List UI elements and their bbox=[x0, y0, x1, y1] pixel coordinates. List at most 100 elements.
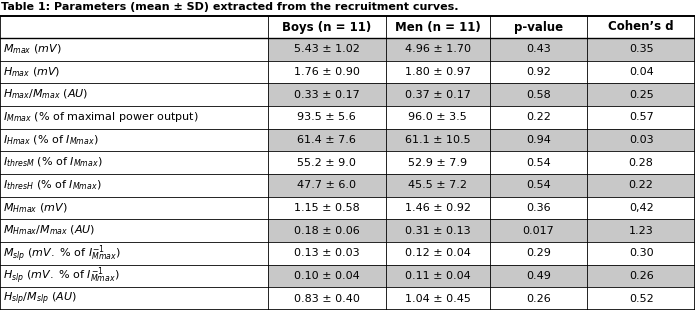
Text: 0.22: 0.22 bbox=[629, 180, 653, 190]
Bar bbox=[587, 242, 695, 265]
Text: 0.54: 0.54 bbox=[526, 158, 551, 168]
Bar bbox=[268, 83, 386, 106]
Text: $H_{max}/M_{max}$ $(AU)$: $H_{max}/M_{max}$ $(AU)$ bbox=[3, 88, 88, 101]
Text: 0.28: 0.28 bbox=[629, 158, 653, 168]
Bar bbox=[490, 83, 587, 106]
Text: 0.49: 0.49 bbox=[526, 271, 551, 281]
Text: $I_{thresM}$ $(\%\ \mathrm{of}\ I_{Mmax})$: $I_{thresM}$ $(\%\ \mathrm{of}\ I_{Mmax}… bbox=[3, 156, 102, 170]
Text: 52.9 ± 7.9: 52.9 ± 7.9 bbox=[408, 158, 468, 168]
Bar bbox=[386, 16, 490, 38]
Text: 61.1 ± 10.5: 61.1 ± 10.5 bbox=[405, 135, 471, 145]
Bar bbox=[268, 129, 386, 151]
Text: 0.33 ± 0.17: 0.33 ± 0.17 bbox=[294, 90, 359, 100]
Text: Boys (n = 11): Boys (n = 11) bbox=[282, 20, 371, 33]
Text: 0.43: 0.43 bbox=[526, 44, 551, 54]
Text: 0.25: 0.25 bbox=[629, 90, 653, 100]
Text: Table 1: Parameters (mean ± SD) extracted from the recruitment curves.: Table 1: Parameters (mean ± SD) extracte… bbox=[1, 2, 459, 12]
Bar bbox=[490, 197, 587, 219]
Bar bbox=[0, 265, 268, 287]
Bar bbox=[490, 265, 587, 287]
Text: 0.11 ± 0.04: 0.11 ± 0.04 bbox=[405, 271, 471, 281]
Bar bbox=[386, 174, 490, 197]
Text: p-value: p-value bbox=[514, 20, 563, 33]
Text: 0.31 ± 0.13: 0.31 ± 0.13 bbox=[405, 226, 471, 236]
Bar bbox=[587, 129, 695, 151]
Text: $H_{slp}$ $(mV.\ \%\ \mathrm{of}\ I_{Mmax}^{-1})$: $H_{slp}$ $(mV.\ \%\ \mathrm{of}\ I_{Mma… bbox=[3, 265, 120, 286]
Bar bbox=[0, 38, 268, 61]
Text: 61.4 ± 7.6: 61.4 ± 7.6 bbox=[297, 135, 356, 145]
Bar bbox=[386, 242, 490, 265]
Text: $M_{slp}$ $(mV.\ \%\ \mathrm{of}\ I_{Mmax}^{-1})$: $M_{slp}$ $(mV.\ \%\ \mathrm{of}\ I_{Mma… bbox=[3, 243, 121, 264]
Text: 0.12 ± 0.04: 0.12 ± 0.04 bbox=[405, 248, 471, 258]
Text: $H_{slp}/M_{slp}$ $(AU)$: $H_{slp}/M_{slp}$ $(AU)$ bbox=[3, 290, 76, 307]
Text: 45.5 ± 7.2: 45.5 ± 7.2 bbox=[409, 180, 467, 190]
Bar bbox=[490, 106, 587, 129]
Bar bbox=[0, 219, 268, 242]
Text: Cohen’s d: Cohen’s d bbox=[608, 20, 674, 33]
Text: 0.94: 0.94 bbox=[526, 135, 551, 145]
Text: 0.017: 0.017 bbox=[523, 226, 555, 236]
Bar bbox=[490, 287, 587, 310]
Bar bbox=[0, 129, 268, 151]
Text: Men (n = 11): Men (n = 11) bbox=[395, 20, 481, 33]
Text: 93.5 ± 5.6: 93.5 ± 5.6 bbox=[297, 112, 356, 122]
Bar bbox=[0, 151, 268, 174]
Bar bbox=[0, 61, 268, 83]
Bar bbox=[386, 83, 490, 106]
Text: $I_{Mmax}$ $(\%\ \mathrm{of\ maximal\ power\ output})$: $I_{Mmax}$ $(\%\ \mathrm{of\ maximal\ po… bbox=[3, 110, 198, 124]
Bar bbox=[587, 287, 695, 310]
Bar bbox=[490, 151, 587, 174]
Bar bbox=[0, 197, 268, 219]
Text: 0.18 ± 0.06: 0.18 ± 0.06 bbox=[294, 226, 359, 236]
Text: 0.22: 0.22 bbox=[526, 112, 551, 122]
Text: $H_{max}$ $(mV)$: $H_{max}$ $(mV)$ bbox=[3, 65, 60, 79]
Text: 4.96 ± 1.70: 4.96 ± 1.70 bbox=[405, 44, 471, 54]
Bar bbox=[386, 265, 490, 287]
Bar bbox=[0, 287, 268, 310]
Bar bbox=[587, 197, 695, 219]
Bar bbox=[386, 129, 490, 151]
Bar bbox=[0, 16, 268, 38]
Bar bbox=[587, 38, 695, 61]
Bar bbox=[587, 106, 695, 129]
Text: 1.46 ± 0.92: 1.46 ± 0.92 bbox=[405, 203, 471, 213]
Bar bbox=[490, 61, 587, 83]
Text: 0.29: 0.29 bbox=[526, 248, 551, 258]
Bar bbox=[268, 219, 386, 242]
Bar bbox=[268, 197, 386, 219]
Bar bbox=[490, 38, 587, 61]
Bar bbox=[268, 174, 386, 197]
Bar bbox=[0, 106, 268, 129]
Bar bbox=[268, 106, 386, 129]
Text: $I_{thresH}$ $(\%\ \mathrm{of}\ I_{Mmax})$: $I_{thresH}$ $(\%\ \mathrm{of}\ I_{Mmax}… bbox=[3, 179, 101, 192]
Text: 0.13 ± 0.03: 0.13 ± 0.03 bbox=[294, 248, 359, 258]
Bar bbox=[268, 38, 386, 61]
Text: 0.83 ± 0.40: 0.83 ± 0.40 bbox=[294, 294, 359, 304]
Bar bbox=[587, 174, 695, 197]
Bar bbox=[587, 151, 695, 174]
Text: 1.23: 1.23 bbox=[629, 226, 653, 236]
Bar bbox=[268, 265, 386, 287]
Text: 0.52: 0.52 bbox=[629, 294, 653, 304]
Bar bbox=[587, 16, 695, 38]
Bar bbox=[386, 151, 490, 174]
Text: 47.7 ± 6.0: 47.7 ± 6.0 bbox=[297, 180, 356, 190]
Text: $M_{max}$ $(mV)$: $M_{max}$ $(mV)$ bbox=[3, 42, 61, 56]
Bar bbox=[587, 219, 695, 242]
Text: 1.76 ± 0.90: 1.76 ± 0.90 bbox=[294, 67, 359, 77]
Text: 0.10 ± 0.04: 0.10 ± 0.04 bbox=[294, 271, 359, 281]
Bar bbox=[587, 265, 695, 287]
Bar bbox=[268, 16, 386, 38]
Text: 0.26: 0.26 bbox=[526, 294, 551, 304]
Text: 0.37 ± 0.17: 0.37 ± 0.17 bbox=[405, 90, 471, 100]
Bar bbox=[268, 287, 386, 310]
Bar bbox=[386, 219, 490, 242]
Bar bbox=[386, 106, 490, 129]
Bar bbox=[386, 287, 490, 310]
Text: 1.04 ± 0.45: 1.04 ± 0.45 bbox=[405, 294, 471, 304]
Bar bbox=[0, 83, 268, 106]
Text: 0.36: 0.36 bbox=[526, 203, 551, 213]
Text: 1.15 ± 0.58: 1.15 ± 0.58 bbox=[294, 203, 359, 213]
Text: $M_{Hmax}$ $(mV)$: $M_{Hmax}$ $(mV)$ bbox=[3, 201, 67, 215]
Text: 1.80 ± 0.97: 1.80 ± 0.97 bbox=[405, 67, 471, 77]
